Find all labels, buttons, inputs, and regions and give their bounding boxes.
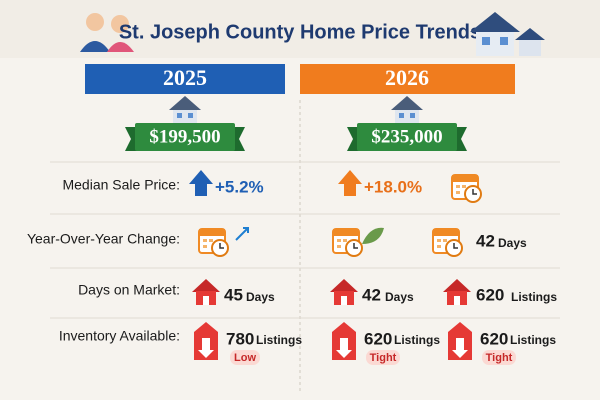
number: 780 xyxy=(226,329,254,348)
calendar-icon xyxy=(432,228,463,257)
tag: Low xyxy=(234,352,256,364)
down-arrow xyxy=(448,322,472,360)
row-label: Year-Over-Year Change: xyxy=(27,231,180,247)
down-arrow xyxy=(194,322,218,360)
number: 42 xyxy=(362,285,381,304)
row-label: Inventory Available: xyxy=(59,328,180,344)
number: 620 xyxy=(364,329,392,348)
tag-pill xyxy=(230,350,260,365)
unit: Days xyxy=(498,236,527,250)
price: $235,000 xyxy=(371,126,442,147)
number: 620 xyxy=(480,329,508,348)
house-icon xyxy=(192,279,220,305)
year: 2025 xyxy=(163,65,207,90)
change-value: +5.2% xyxy=(215,177,264,196)
year-bar xyxy=(85,64,285,94)
calendar-icon xyxy=(451,174,482,203)
house-illustration xyxy=(470,12,545,56)
row-separators xyxy=(50,161,560,319)
tag-pill xyxy=(366,350,400,365)
year-bar xyxy=(300,64,515,94)
house-icon xyxy=(391,96,423,124)
up-arrow xyxy=(338,170,362,196)
number: 620 xyxy=(476,285,504,304)
tag: Tight xyxy=(486,352,513,364)
house-icon xyxy=(330,279,358,305)
unit: Days xyxy=(246,290,275,304)
house-icon xyxy=(443,279,471,305)
leaf-icon xyxy=(362,227,384,244)
year: 2026 xyxy=(385,65,429,90)
calendar-icon xyxy=(198,228,229,257)
unit: Days xyxy=(385,290,414,304)
down-arrow xyxy=(332,322,356,360)
number: 42 xyxy=(476,231,495,250)
unit: Listings xyxy=(394,333,440,347)
house-icon xyxy=(169,96,201,124)
trend-arrow xyxy=(235,227,249,241)
unit: Listings xyxy=(511,290,557,304)
unit: Listings xyxy=(510,333,556,347)
number: 45 xyxy=(224,285,243,304)
title: St. Joseph County Home Price Trends xyxy=(119,21,481,43)
tag: Tight xyxy=(370,352,397,364)
row-label: Days on Market: xyxy=(78,282,180,298)
change-value: +18.0% xyxy=(364,177,422,196)
up-arrow xyxy=(189,170,213,196)
row-label: Median Sale Price: xyxy=(62,177,180,193)
people-icon xyxy=(80,13,134,52)
calendar-icon xyxy=(332,228,363,257)
tag-pill xyxy=(482,350,516,365)
unit: Listings xyxy=(256,333,302,347)
price: $199,500 xyxy=(149,126,220,147)
